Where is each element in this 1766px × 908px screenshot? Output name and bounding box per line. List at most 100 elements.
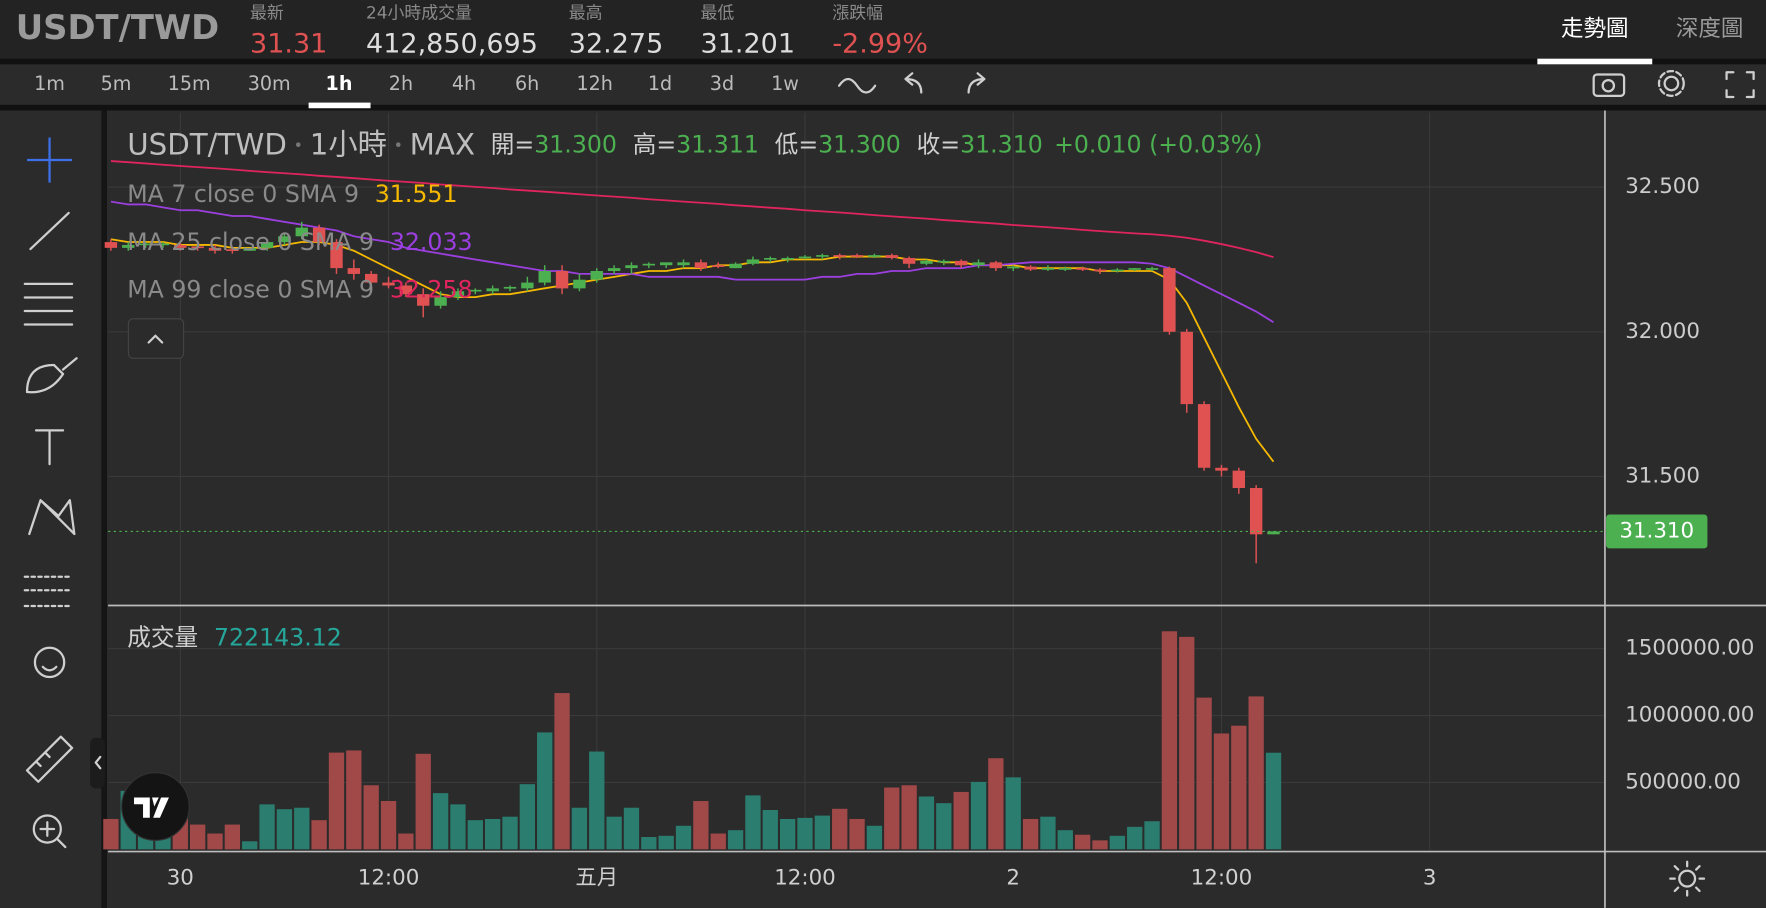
volume-bar [1213, 733, 1230, 850]
volume-bar [415, 753, 431, 850]
candle-body [1024, 266, 1037, 270]
stat-value: 412,850,695 [366, 29, 538, 60]
text-tool[interactable] [34, 429, 65, 466]
ma-legend: MA 7 close 0 SMA 9 31.551 [127, 179, 457, 207]
candle-body [469, 289, 482, 292]
volume-bar [589, 751, 605, 850]
candle-body [746, 259, 760, 264]
logo-mark [134, 797, 169, 818]
redo-icon[interactable] [967, 72, 986, 94]
candle-body [868, 255, 881, 257]
logo[interactable] [121, 772, 190, 841]
ohlc-value: 31.300 [818, 130, 901, 158]
line-tool[interactable] [29, 211, 70, 251]
volume-bar [832, 808, 848, 850]
legend-dot: • [394, 135, 403, 154]
volume-bar [884, 787, 900, 850]
candle-body [850, 255, 864, 257]
legend-toggle[interactable] [127, 318, 185, 359]
ohlc-value: 31.311 [676, 130, 759, 158]
candle-body [521, 282, 534, 289]
timeframe[interactable]: 3d [710, 72, 734, 95]
pattern-tool[interactable] [28, 499, 76, 536]
timeframe[interactable]: 4h [452, 72, 476, 95]
candle-body [1163, 268, 1176, 332]
ma-name: MA 7 close 0 SMA 9 [127, 179, 359, 207]
settings-icon[interactable] [1657, 69, 1685, 97]
lines-tool[interactable] [23, 282, 74, 326]
volume-bar [1144, 821, 1160, 850]
ma-value: 32.033 [390, 227, 473, 255]
volume-bar [745, 795, 761, 850]
ma-legend: MA 99 close 0 SMA 9 32.258 [127, 275, 472, 303]
timeframe[interactable]: 30m [248, 72, 291, 95]
timeframe[interactable]: 15m [168, 72, 211, 95]
toolbar-icons [837, 69, 1755, 99]
volume-bar [675, 825, 692, 850]
volume-bar [363, 785, 379, 850]
volume-bar [484, 818, 501, 850]
y-tick-label: 32.000 [1625, 319, 1700, 344]
candle-body [260, 242, 274, 248]
timeframe[interactable]: 1m [34, 72, 65, 95]
ohlc-label: 開= [491, 130, 534, 158]
candle-body [677, 262, 690, 266]
timeframe[interactable]: 6h [515, 72, 539, 95]
last-price-box [1606, 514, 1708, 549]
candle-body [555, 271, 569, 289]
timeframe[interactable]: 1w [771, 72, 799, 95]
legend-symbol: USDT/TWD [127, 127, 287, 161]
tab[interactable]: 走勢圖 [1561, 16, 1629, 42]
undo-icon[interactable] [904, 72, 923, 94]
timeframe[interactable]: 1d [648, 72, 672, 95]
volume-bar [328, 752, 345, 850]
chart-style-icon[interactable] [837, 77, 877, 94]
stat-label: 最低 [701, 3, 735, 23]
volume-tick-label: 1000000.00 [1625, 703, 1754, 728]
volume-bar [1231, 725, 1247, 850]
volume-bar [571, 807, 588, 850]
fib-tool[interactable] [23, 575, 74, 608]
brush-tool[interactable] [25, 357, 78, 394]
plot: 30 12:00 五月 12:00 2 12:00 3 31.500 32.000 32.500 5… [103, 110, 1766, 908]
ohlc-label: 高= [633, 130, 676, 158]
candle-body [208, 247, 222, 251]
timeframe[interactable]: 1h [326, 72, 353, 95]
candle-body [937, 260, 951, 263]
candle-body [347, 268, 361, 274]
theme-icon[interactable] [1669, 860, 1706, 897]
tabs: 走勢圖 深度圖 [1537, 16, 1744, 65]
ohlc-label: 低= [775, 130, 818, 158]
volume-bar [710, 833, 726, 850]
volume-tick-label: 1500000.00 [1625, 636, 1754, 661]
candle-body [243, 247, 256, 251]
candle-body [399, 285, 413, 295]
volume-bar [623, 807, 640, 850]
x-tick-label: 五月 [575, 866, 618, 891]
volume-bar [502, 816, 518, 850]
zoom-tool[interactable] [32, 814, 67, 849]
timeframe[interactable]: 5m [101, 72, 132, 95]
emoji-tool[interactable] [33, 646, 66, 679]
candle-body [659, 262, 673, 266]
legend-dot: • [294, 135, 303, 154]
x-tick-label: 12:00 [1191, 866, 1253, 891]
candle-body [920, 260, 933, 264]
volume-bar [450, 804, 466, 850]
camera-icon[interactable] [1592, 73, 1626, 97]
stat-value: 31.201 [701, 29, 796, 60]
fullscreen-icon[interactable] [1725, 71, 1755, 99]
volume-bar [103, 818, 119, 850]
volume-bar [1127, 826, 1143, 850]
timeframe[interactable]: 12h [576, 72, 612, 95]
tab-underline [1537, 58, 1653, 65]
candle-body [1215, 467, 1228, 471]
volume-bar [537, 732, 553, 850]
timeframe[interactable]: 2h [389, 72, 413, 95]
tab[interactable]: 深度圖 [1676, 16, 1744, 42]
candle-body [1007, 266, 1020, 269]
ruler-tool[interactable] [25, 735, 74, 783]
decor [121, 318, 1706, 897]
x-tick-label: 30 [167, 866, 194, 891]
crosshair-tool[interactable] [27, 137, 73, 183]
